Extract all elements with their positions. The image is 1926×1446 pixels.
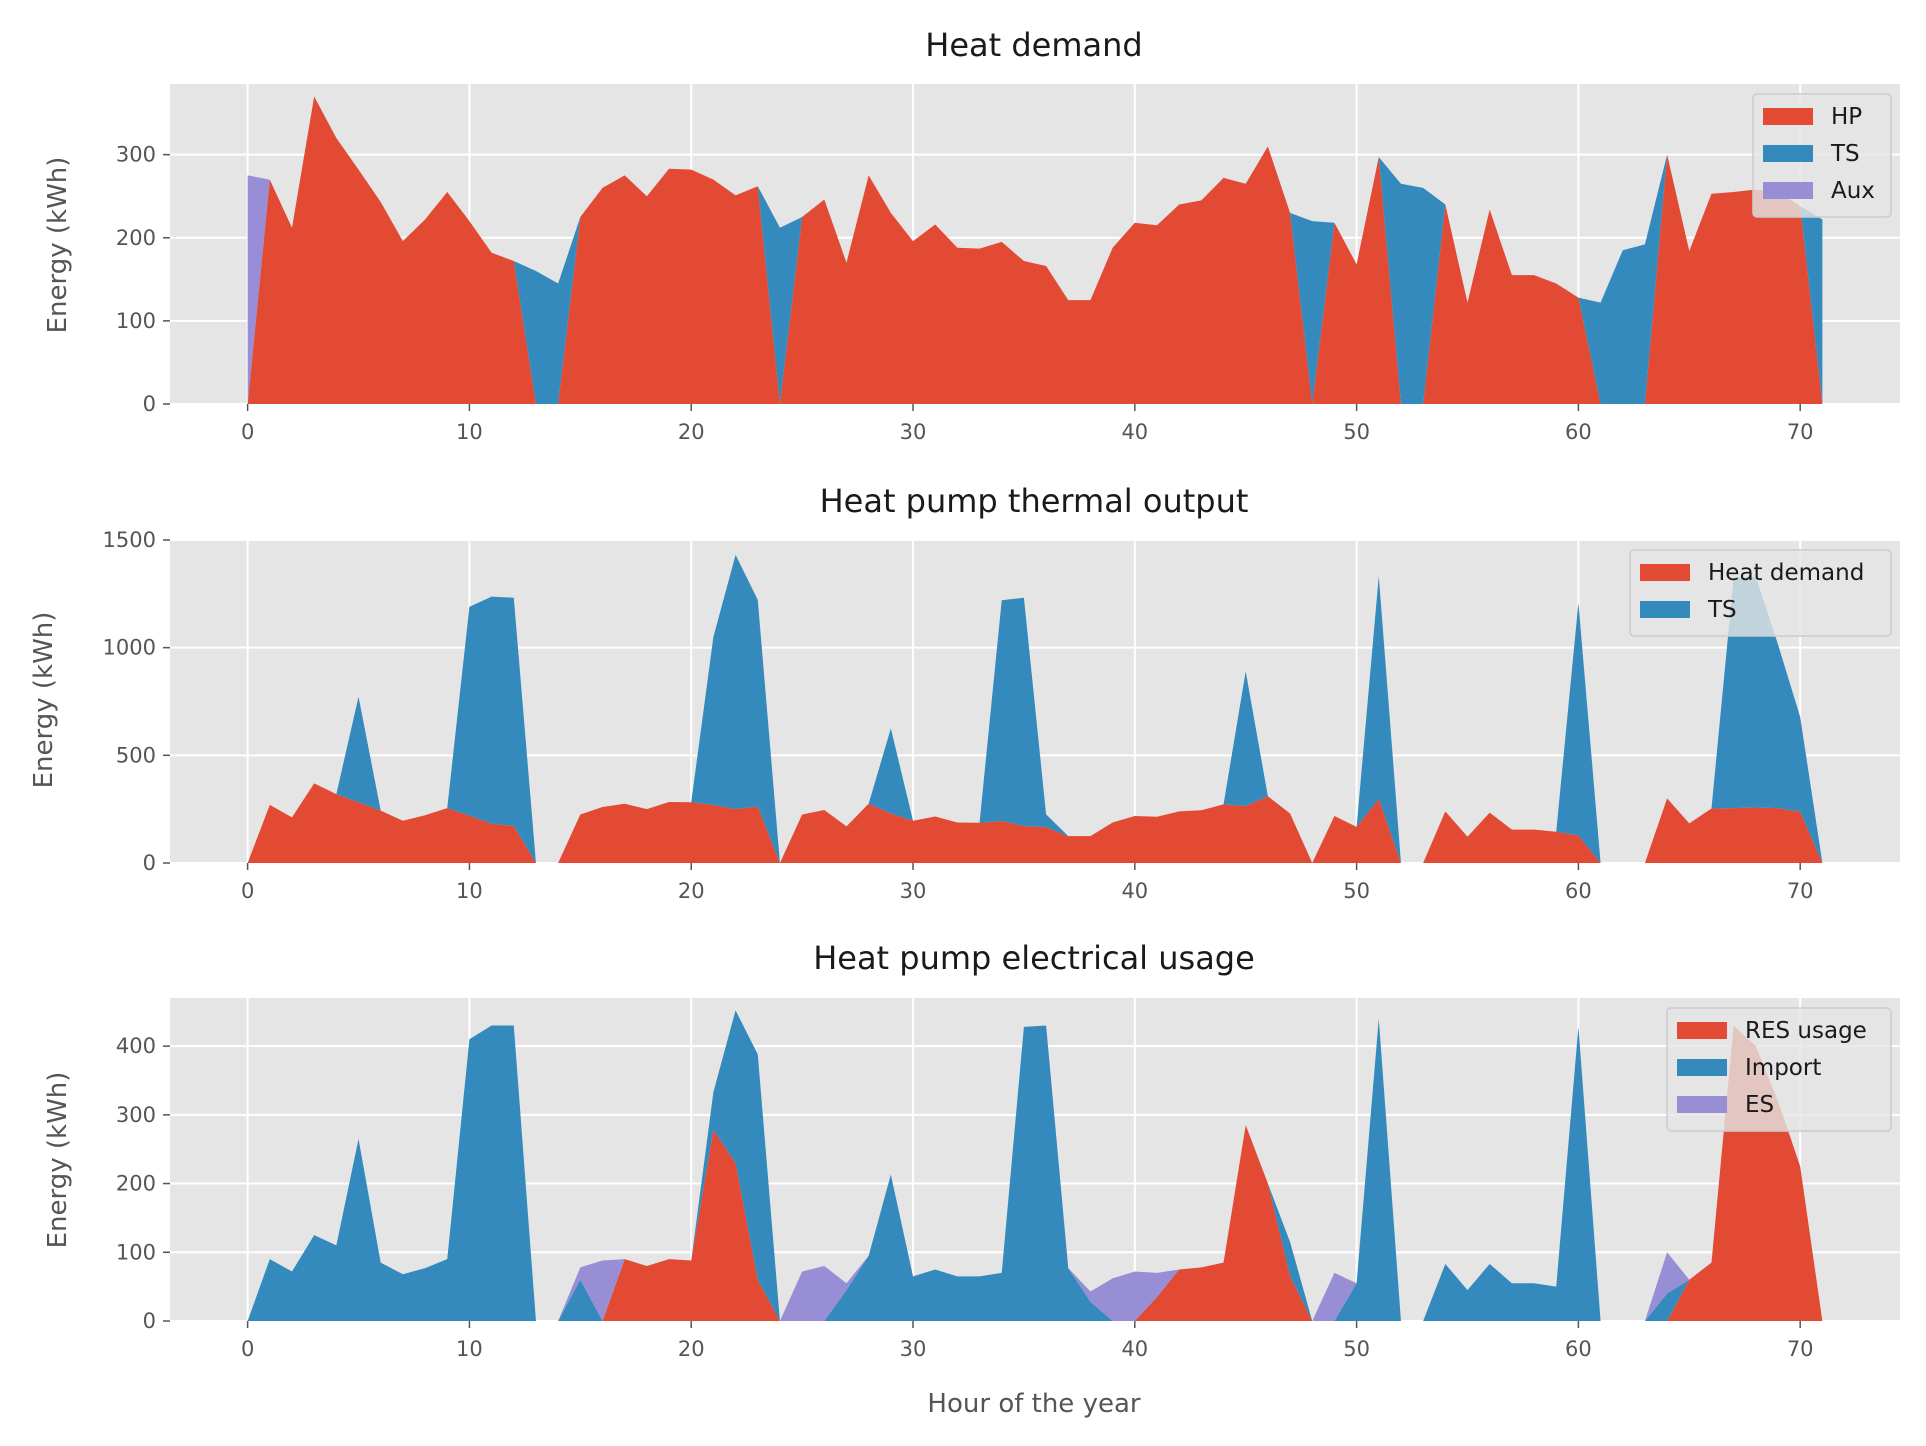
- x-tick-label: 40: [1121, 420, 1148, 444]
- legend-swatch: [1677, 1059, 1727, 1076]
- legend-swatch: [1640, 601, 1690, 618]
- y-tick-label: 300: [116, 143, 156, 167]
- legend: RES usage Import ES: [1666, 1007, 1892, 1132]
- y-tick-label: 300: [116, 1103, 156, 1127]
- x-tick-label: 40: [1121, 879, 1148, 903]
- legend-swatch: [1677, 1096, 1727, 1113]
- legend-box: [1629, 549, 1892, 637]
- legend-label: Heat demand: [1708, 560, 1864, 586]
- x-tick-label: 70: [1787, 879, 1814, 903]
- x-tick-label: 20: [678, 420, 705, 444]
- chart-title: Heat pump thermal output: [820, 482, 1249, 520]
- legend-swatch: [1677, 1022, 1727, 1039]
- area-series-es: [247, 1010, 1823, 1321]
- x-tick-label: 30: [900, 1337, 927, 1361]
- subplot-heat-pump-electrical-usage: Heat pump electrical usage Energy (kWh) …: [43, 939, 1900, 1419]
- x-tick-label: 70: [1787, 1337, 1814, 1361]
- x-tick-label: 0: [241, 420, 254, 444]
- x-tick-label: 50: [1343, 1337, 1370, 1361]
- y-tick-label: 400: [116, 1034, 156, 1058]
- y-axis-label: Energy (kWh): [43, 1072, 73, 1249]
- y-tick-label: 100: [116, 309, 156, 333]
- area-series-hp: [247, 96, 1823, 404]
- area-series-ts: [247, 96, 1823, 404]
- y-axis-label: Energy (kWh): [29, 612, 59, 789]
- y-tick-label: 1000: [103, 636, 156, 660]
- legend-swatch: [1640, 564, 1690, 581]
- legend-label: Import: [1745, 1055, 1821, 1081]
- x-tick-label: 50: [1343, 420, 1370, 444]
- y-tick-label: 500: [116, 743, 156, 767]
- legend: HP TS Aux: [1752, 93, 1892, 218]
- subplot-heat-pump-thermal-output: Heat pump thermal output Energy (kWh) 0 1…: [29, 482, 1900, 903]
- area-series-heat-demand: [247, 783, 1823, 863]
- x-tick-label: 60: [1565, 879, 1592, 903]
- y-tick-label: 200: [116, 1172, 156, 1196]
- y-tick-label: 0: [143, 1309, 156, 1333]
- legend-label: ES: [1745, 1092, 1774, 1118]
- y-tick-label: 200: [116, 226, 156, 250]
- y-axis-label: Energy (kWh): [43, 157, 73, 334]
- x-tick-label: 10: [456, 1337, 483, 1361]
- legend: Heat demand TS: [1629, 549, 1892, 637]
- area-series-import: [247, 1010, 1823, 1321]
- x-axis-label: Hour of the year: [927, 1389, 1140, 1419]
- x-tick-label: 60: [1565, 420, 1592, 444]
- legend-label: TS: [1707, 597, 1737, 623]
- legend-swatch: [1763, 108, 1813, 125]
- legend-label: TS: [1830, 141, 1860, 167]
- chart-title: Heat pump electrical usage: [813, 939, 1255, 977]
- legend-label: Aux: [1831, 178, 1875, 204]
- x-tick-label: 30: [900, 879, 927, 903]
- legend-label: RES usage: [1745, 1018, 1867, 1044]
- legend-swatch: [1763, 182, 1813, 199]
- chart-title: Heat demand: [925, 26, 1142, 64]
- y-tick-label: 0: [143, 392, 156, 416]
- x-tick-label: 10: [456, 420, 483, 444]
- x-tick-label: 60: [1565, 1337, 1592, 1361]
- x-tick-label: 70: [1787, 420, 1814, 444]
- y-tick-label: 0: [143, 851, 156, 875]
- x-tick-label: 50: [1343, 879, 1370, 903]
- subplot-heat-demand: Heat demand Energy (kWh) 0 10 20 30 40 50 60 70…: [43, 26, 1900, 444]
- x-tick-label: 20: [678, 1337, 705, 1361]
- x-tick-label: 0: [241, 879, 254, 903]
- x-tick-label: 10: [456, 879, 483, 903]
- x-tick-label: 30: [900, 420, 927, 444]
- legend-swatch: [1763, 145, 1813, 162]
- y-tick-label: 100: [116, 1240, 156, 1264]
- legend-label: HP: [1831, 104, 1862, 130]
- y-tick-label: 1500: [103, 528, 156, 552]
- x-tick-label: 0: [241, 1337, 254, 1361]
- x-tick-label: 20: [678, 879, 705, 903]
- x-tick-label: 40: [1121, 1337, 1148, 1361]
- area-series-ts: [247, 554, 1823, 863]
